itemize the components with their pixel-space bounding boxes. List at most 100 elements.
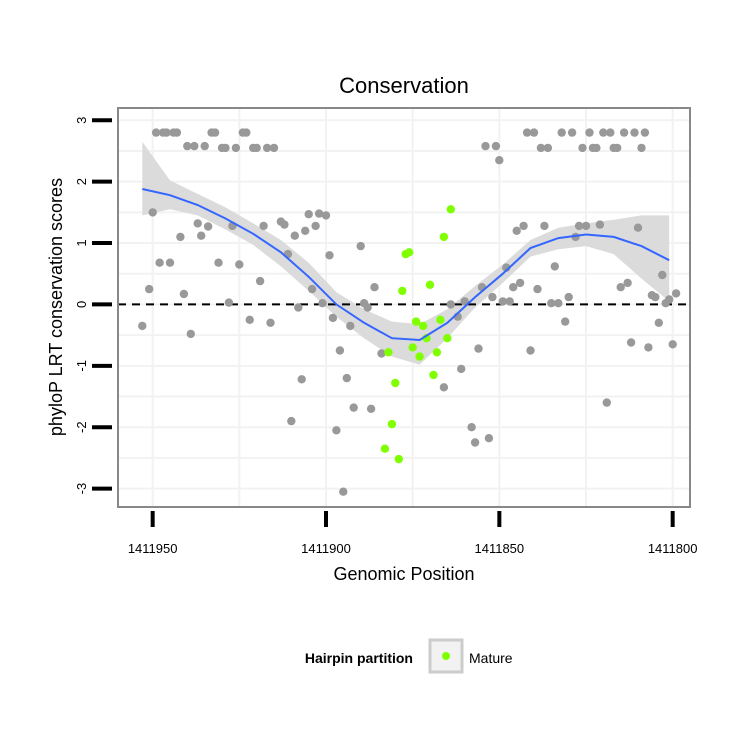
point-other — [193, 219, 202, 228]
point-other — [567, 128, 577, 137]
point-other — [162, 128, 171, 137]
plot-area — [117, 107, 691, 508]
series-other-points — [138, 128, 681, 496]
point-other — [599, 128, 608, 137]
point-other — [259, 221, 268, 231]
point-other — [151, 128, 161, 137]
point-other — [377, 349, 386, 358]
point-other — [519, 221, 528, 231]
point-other — [314, 209, 324, 218]
point-other — [266, 318, 275, 327]
point-mature — [418, 321, 428, 331]
point-other — [671, 289, 681, 298]
point-mature — [432, 348, 442, 357]
point-other — [467, 423, 476, 432]
point-other — [325, 251, 334, 260]
point-mature — [443, 334, 452, 343]
point-other — [658, 270, 667, 280]
point-other — [564, 292, 573, 302]
point-other — [287, 416, 296, 426]
point-mature — [387, 419, 397, 429]
point-other — [557, 128, 566, 137]
point-other — [183, 141, 192, 151]
point-other — [561, 317, 570, 326]
point-other — [654, 318, 663, 327]
point-other — [294, 303, 303, 312]
point-other — [186, 329, 195, 339]
point-other — [668, 340, 677, 349]
point-other — [280, 220, 289, 229]
point-other — [339, 487, 348, 496]
legend-key-mature — [442, 652, 450, 660]
point-other — [224, 298, 234, 307]
point-other — [145, 284, 154, 294]
legend-label-mature: Mature — [469, 650, 513, 666]
point-mature — [384, 348, 393, 357]
point-other — [522, 128, 532, 137]
point-other — [574, 221, 584, 231]
point-mature — [411, 317, 421, 326]
point-other — [533, 284, 542, 294]
point-other — [138, 321, 147, 331]
point-other — [242, 128, 251, 137]
x-tick-label: 1411800 — [648, 541, 698, 556]
x-axis: 1411950 1411900 1411850 1411800 — [128, 511, 698, 556]
point-mature — [415, 352, 424, 361]
point-mature — [391, 378, 400, 388]
point-mature — [398, 286, 407, 296]
point-mature — [380, 444, 390, 453]
point-mature — [436, 315, 445, 324]
point-other — [616, 283, 625, 292]
point-other — [321, 211, 331, 220]
point-other — [210, 128, 220, 137]
point-other — [488, 292, 497, 302]
point-other — [630, 128, 639, 137]
point-other — [481, 141, 490, 151]
y-tick-label: 0 — [74, 301, 89, 308]
panel-background — [118, 108, 690, 507]
y-tick-label: -1 — [74, 360, 89, 372]
point-other — [446, 300, 455, 309]
point-other — [301, 226, 310, 235]
legend-title: Hairpin partition — [305, 650, 413, 666]
point-other — [491, 141, 501, 151]
y-tick-label: -2 — [74, 421, 89, 433]
panel-frame — [117, 107, 691, 508]
point-other — [665, 295, 674, 304]
point-other — [509, 283, 518, 292]
point-other — [366, 404, 376, 413]
point-other — [581, 221, 591, 231]
point-other — [439, 383, 449, 392]
point-other — [172, 128, 182, 137]
point-other — [550, 262, 559, 271]
point-other — [495, 156, 504, 165]
point-other — [613, 143, 622, 153]
point-other — [231, 143, 241, 153]
point-other — [197, 231, 206, 240]
point-mature — [405, 248, 414, 257]
point-other — [457, 364, 466, 374]
point-other — [651, 292, 660, 302]
point-other — [332, 426, 341, 435]
point-other — [640, 128, 650, 137]
point-other — [484, 434, 494, 443]
point-other — [470, 438, 480, 447]
point-other — [536, 143, 546, 153]
smooth-line — [142, 188, 670, 342]
point-other — [554, 299, 563, 308]
point-other — [148, 208, 157, 217]
point-other — [255, 276, 265, 286]
point-other — [290, 231, 299, 240]
series-mature-points — [380, 205, 455, 464]
y-axis: -3 -2 -1 0 1 2 3 — [74, 117, 112, 494]
point-other — [619, 128, 629, 137]
point-mature — [429, 370, 438, 380]
point-mature — [446, 205, 455, 214]
point-other — [155, 258, 164, 267]
point-other — [585, 128, 594, 137]
point-other — [346, 321, 355, 331]
point-other — [269, 143, 279, 153]
point-other — [543, 143, 553, 153]
point-other — [235, 260, 244, 269]
point-other — [328, 313, 338, 323]
